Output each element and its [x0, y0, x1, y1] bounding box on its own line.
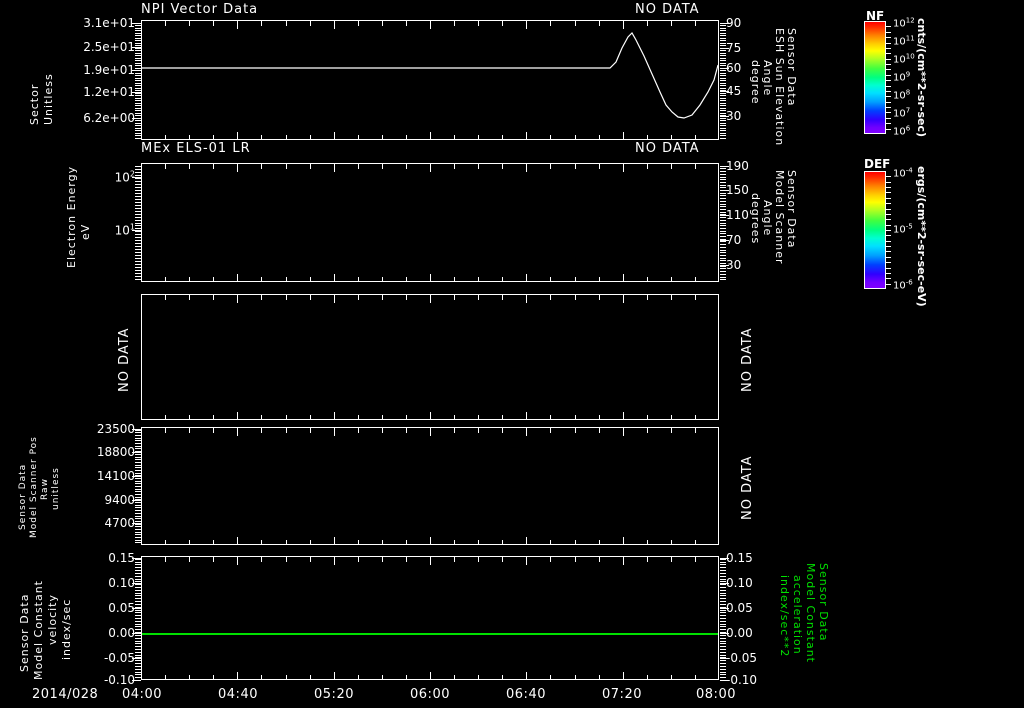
- panel-1-ytick-2: 1.9e+01: [83, 63, 135, 77]
- panel-1-right-ytick-0: 90: [726, 16, 742, 30]
- panel-2-left-axis-label-line-1: eV: [79, 223, 92, 240]
- panel-2-right-axis-label-line-0: Sensor Data: [785, 170, 798, 249]
- def-colorbar[interactable]: [864, 171, 886, 289]
- xaxis-tick-6: 08:00: [696, 687, 736, 702]
- xaxis-tick-0: 04:00: [122, 687, 162, 702]
- panel-1-right-axis-label-line-3: degree: [749, 60, 762, 105]
- panel-1-title: NPI Vector Data: [141, 2, 259, 17]
- panel-1-ytick-3: 1.2e+01: [83, 85, 135, 99]
- panel-4-left-axis-label-line-2: Raw: [40, 478, 50, 500]
- panel-3-left-nodata-status: NO DATA: [117, 327, 132, 392]
- panel-5-right-ytick-1: 0.10: [726, 576, 753, 590]
- panel-5-zero-trace: [142, 633, 718, 635]
- nf-colorbar-unit-label: cnts/(cm**2-sr-sec): [915, 18, 928, 138]
- panel-2-right-ytick-1: 150: [726, 183, 749, 197]
- panel-2-right-axis-label-line-3: degrees: [749, 193, 762, 245]
- panel-5-left-axis-label-line-3: index/sec: [60, 598, 73, 660]
- panel-4-left-axis-label-line-1: Model Scanner Pos: [29, 436, 39, 538]
- panel-5-right-ytick-4: -0.05: [726, 651, 758, 665]
- panel-1-right-axis-label-line-2: Angle: [761, 60, 774, 97]
- panel-5-right-ytick-5: -0.10: [726, 673, 758, 687]
- panel-2-ytick-1: 101: [114, 222, 135, 238]
- panel-1-right-ytick-3: 45: [726, 84, 742, 98]
- panel-2-right-ytick-2: 110: [726, 208, 749, 222]
- panel-3-right-nodata-status: NO DATA: [740, 327, 755, 392]
- nf-colorbar-tick-1: 1011: [893, 34, 915, 48]
- panel-4-plot-area[interactable]: [141, 427, 719, 545]
- def-colorbar-tick-1: 10-5: [893, 222, 913, 236]
- def-colorbar-tick-0: 10-4: [893, 166, 913, 180]
- panel-4-left-axis-label-line-3: unitless: [51, 467, 61, 510]
- panel-5-ytick-2: 0.05: [108, 601, 135, 615]
- panel-5-right-ytick-2: 0.05: [726, 601, 753, 615]
- panel-4-ytick-4: 4700: [104, 516, 135, 530]
- def-colorbar-title: DEF: [864, 157, 891, 171]
- panel-5-left-axis-label-line-1: Model Constant: [32, 580, 45, 680]
- panel-4-left-axis-label-line-0: Sensor Data: [18, 463, 28, 530]
- nf-colorbar-title: NF: [866, 9, 885, 23]
- panel-5-right-axis-label-line-3: index/sec**2: [778, 575, 791, 658]
- nf-colorbar-tick-2: 1010: [893, 52, 915, 66]
- xaxis-tick-2: 05:20: [314, 687, 354, 702]
- xaxis-tick-5: 07:20: [602, 687, 642, 702]
- panel-1-right-axis-label-line-1: ESH Sun Elevation: [773, 28, 786, 147]
- panel-5-ytick-4: -0.05: [103, 651, 135, 665]
- def-colorbar-unit-label: ergs/(cm**2-sr-sec-eV): [915, 166, 928, 307]
- xaxis-tick-3: 06:00: [410, 687, 450, 702]
- panel-1-right-ytick-4: 30: [726, 109, 742, 123]
- panel-4-ytick-3: 9400: [104, 493, 135, 507]
- panel-1-left-axis-label-line-0: Sector: [28, 83, 41, 125]
- panel-1-plot-area[interactable]: [141, 20, 719, 140]
- panel-5-ytick-5: -0.10: [103, 673, 135, 687]
- def-colorbar-tick-2: 10-6: [893, 278, 913, 292]
- panel-1-right-axis-label-line-0: Sensor Data: [785, 28, 798, 107]
- panel-2-right-ytick-4: 30: [726, 258, 742, 272]
- panel-2-right-ytick-3: 70: [726, 233, 742, 247]
- nf-colorbar[interactable]: [864, 21, 886, 134]
- panel-1-right-ytick-1: 75: [726, 41, 742, 55]
- panel-2-right-axis-label-line-2: Angle: [761, 200, 774, 237]
- panel-5-ytick-0: 0.15: [108, 551, 135, 565]
- panel-5-right-axis-label-line-1: Model Constant: [804, 563, 817, 663]
- panel-5-right-axis-label-line-0: Sensor Data: [817, 563, 830, 642]
- nf-colorbar-tick-6: 106: [893, 124, 911, 138]
- panel-2-right-ytick-0: 190: [726, 159, 749, 173]
- panel-2-nodata-status: NO DATA: [635, 141, 700, 156]
- panel-1-nodata-status: NO DATA: [635, 2, 700, 17]
- panel-2-right-axis-label-line-1: Model Scanner: [773, 170, 786, 265]
- panel-5-right-axis-label-line-2: acceleration: [791, 575, 804, 655]
- nf-colorbar-tick-5: 107: [893, 106, 911, 120]
- panel-4-ytick-2: 14100: [96, 469, 135, 483]
- panel-3-plot-area[interactable]: [141, 294, 719, 420]
- panel-1-ytick-1: 2.5e+01: [83, 40, 135, 54]
- panel-5-ytick-1: 0.10: [108, 576, 135, 590]
- panel-2-left-axis-label-line-0: Electron Energy: [65, 165, 78, 268]
- panel-5-ytick-3: 0.00: [108, 626, 135, 640]
- xaxis-tick-4: 06:40: [506, 687, 546, 702]
- xaxis-date-label: 2014/028: [32, 687, 99, 702]
- panel-2-title: MEx ELS-01 LR: [141, 141, 251, 156]
- panel-1-right-ytick-2: 60: [726, 61, 742, 75]
- panel-5-plot-area[interactable]: [141, 556, 719, 680]
- panel-5-left-axis-label-line-0: Sensor Data: [18, 593, 31, 672]
- panel-1-left-axis-label-line-1: Unitless: [42, 73, 55, 125]
- panel-4-right-nodata-status: NO DATA: [740, 455, 755, 520]
- panel-5-left-axis-label-line-2: velocity: [46, 594, 59, 645]
- panel-2-ytick-0: 102: [114, 169, 135, 185]
- panel-1-ytick-0: 3.1e+01: [83, 16, 135, 30]
- nf-colorbar-tick-3: 109: [893, 70, 911, 84]
- xaxis-tick-1: 04:40: [218, 687, 258, 702]
- panel-4-ytick-1: 18800: [96, 445, 135, 459]
- panel-2-plot-area[interactable]: [141, 163, 719, 282]
- panel-4-ytick-0: 23500: [96, 422, 135, 436]
- panel-5-right-ytick-3: 0.00: [726, 626, 753, 640]
- nf-colorbar-tick-0: 1012: [893, 16, 915, 30]
- nf-colorbar-tick-4: 108: [893, 88, 911, 102]
- panel-5-right-ytick-0: 0.15: [726, 551, 753, 565]
- panel-1-ytick-4: 6.2e+00: [83, 111, 135, 125]
